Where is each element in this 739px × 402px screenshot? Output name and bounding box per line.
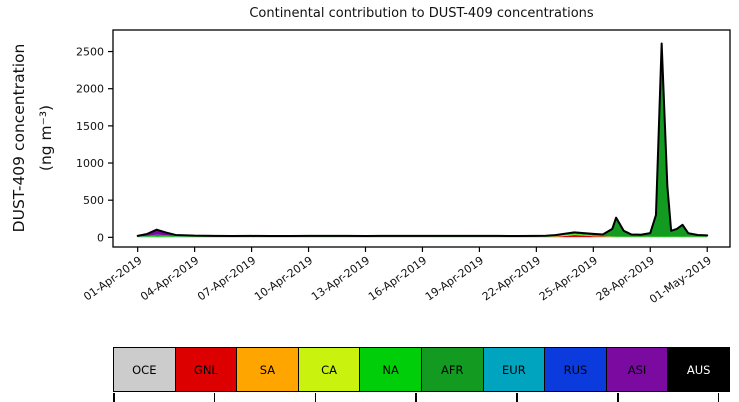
legend-label: OCE (132, 362, 157, 377)
x-tick-label: 10-Apr-2019 (252, 254, 315, 304)
x-tick-label: 04-Apr-2019 (138, 254, 201, 304)
legend-item-gnl: GNL (174, 348, 237, 391)
legend-item-rus: RUS (544, 348, 606, 391)
y-axis-ticks: 0 500 1000 1500 2000 2500 (76, 46, 113, 244)
area-aus (137, 43, 708, 237)
legend-label: NA (382, 362, 399, 377)
area-eur (137, 46, 708, 237)
continent-legend: OCE GNL SA CA NA AFR EUR RUS ASI AUS (113, 347, 730, 392)
legend-label: CA (321, 362, 338, 377)
legend-item-asi: ASI (605, 348, 668, 391)
legend-tick-mark (717, 393, 720, 402)
chart-title: Continental contribution to DUST-409 con… (249, 6, 594, 21)
legend-label: ASI (627, 362, 647, 377)
area-asi (137, 43, 708, 237)
legend-tick-mark (113, 393, 115, 402)
legend-item-oce: OCE (114, 348, 175, 391)
x-tick-label: 13-Apr-2019 (309, 254, 372, 304)
legend-tick-mark (213, 393, 216, 402)
legend-item-ca: CA (297, 348, 360, 391)
x-tick-label: 16-Apr-2019 (366, 254, 429, 304)
area-afr (137, 46, 708, 237)
legend-tick-mark (617, 393, 619, 402)
legend-item-aus: AUS (667, 348, 729, 391)
legend-axis-ticks (0, 392, 739, 402)
legend-label: AFR (441, 362, 464, 377)
legend-item-na: NA (359, 348, 421, 391)
x-tick-label: 19-Apr-2019 (423, 254, 486, 304)
axes-frame (112, 29, 731, 248)
x-tick-label: 25-Apr-2019 (537, 254, 600, 304)
area-rus (137, 43, 708, 237)
legend-item-afr: AFR (420, 348, 483, 391)
legend-item-eur: EUR (482, 348, 545, 391)
y-tick-label: 0 (97, 231, 104, 244)
legend-tick-mark (314, 393, 317, 402)
x-tick-label: 01-May-2019 (647, 254, 714, 306)
legend-label: RUS (563, 362, 588, 377)
area-gnl (137, 235, 708, 238)
x-tick-label: 07-Apr-2019 (195, 254, 258, 304)
legend-tick-mark (516, 393, 518, 402)
plot-area: 0 500 1000 1500 2000 2500 01-Apr-201904-Apr-20… (76, 29, 731, 306)
y-tick-label: 2500 (76, 46, 104, 59)
legend-tick-mark (415, 393, 417, 402)
legend-label: EUR (502, 362, 526, 377)
total-outline (136, 42, 709, 238)
y-tick-label: 2000 (76, 83, 104, 96)
legend-item-sa: SA (236, 348, 298, 391)
legend-label: GNL (193, 362, 218, 377)
legend-label: SA (259, 362, 276, 377)
legend-label: AUS (686, 362, 711, 377)
x-axis-ticks: 01-Apr-201904-Apr-201907-Apr-201910-Apr-… (81, 247, 714, 306)
x-tick-label: 01-Apr-2019 (81, 254, 144, 304)
y-tick-label: 1000 (76, 157, 104, 170)
y-tick-label: 500 (83, 194, 104, 207)
stacked-areas (136, 42, 709, 238)
y-tick-label: 1500 (76, 120, 104, 133)
x-tick-label: 22-Apr-2019 (480, 254, 543, 304)
